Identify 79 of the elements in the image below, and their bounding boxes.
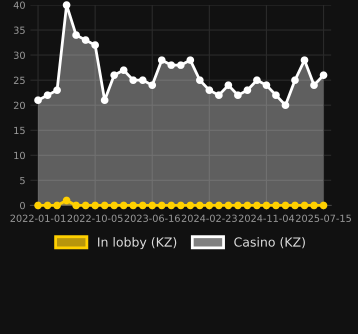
point: [72, 31, 80, 39]
point: [234, 91, 242, 99]
x-tick-label: 2022-01-01: [10, 214, 66, 222]
point: [300, 56, 308, 64]
point: [34, 202, 42, 210]
point: [244, 202, 252, 210]
point: [62, 196, 70, 204]
y-tick-label: 20: [14, 102, 25, 110]
point: [186, 202, 194, 210]
x-tick-label: 2024-02-23: [182, 214, 237, 222]
point: [91, 41, 99, 49]
point: [129, 76, 138, 84]
point: [320, 71, 328, 79]
x-tick-label: 2025-07-15: [296, 214, 351, 222]
point: [62, 1, 70, 9]
y-tick-label: 30: [14, 52, 25, 59]
point: [120, 66, 128, 74]
y-tick-label: 0: [20, 202, 25, 210]
point: [82, 36, 90, 44]
point: [167, 202, 176, 210]
point: [196, 76, 204, 84]
point: [215, 91, 223, 99]
point: [244, 86, 252, 94]
point: [100, 96, 108, 104]
point: [44, 202, 52, 210]
point: [34, 96, 42, 104]
point: [282, 101, 290, 110]
point: [167, 61, 176, 69]
point: [186, 56, 194, 64]
point: [272, 91, 280, 99]
point: [158, 56, 166, 64]
point: [44, 91, 52, 99]
point: [262, 202, 270, 210]
point: [253, 76, 261, 84]
point: [234, 202, 242, 210]
point: [91, 202, 99, 210]
point: [224, 202, 232, 210]
point: [196, 202, 204, 210]
point: [224, 81, 232, 89]
point: [262, 81, 270, 89]
point: [206, 202, 214, 210]
y-tick-label: 25: [14, 76, 25, 84]
y-tick-label: 5: [20, 176, 25, 184]
point: [110, 202, 118, 210]
point: [291, 76, 299, 84]
x-tick-label: 2023-06-16: [124, 214, 180, 222]
point: [82, 202, 90, 210]
point: [176, 202, 185, 210]
point: [138, 76, 147, 84]
point: [148, 81, 156, 89]
legend-label: Casino (KZ): [234, 237, 305, 248]
point: [310, 81, 318, 89]
point: [100, 202, 108, 210]
x-tick-label: 2024-11-04: [238, 214, 294, 222]
point: [158, 202, 166, 210]
y-tick-label: 40: [14, 1, 25, 9]
x-tick-label: 2022-10-05: [68, 214, 123, 222]
y-tick-label: 15: [14, 126, 25, 134]
point: [310, 202, 318, 210]
point: [272, 202, 280, 210]
point: [53, 86, 61, 94]
point: [72, 202, 80, 210]
point: [253, 202, 261, 210]
y-tick-label: 35: [14, 26, 25, 34]
point: [291, 202, 299, 210]
point: [138, 202, 147, 210]
legend-label: In lobby (KZ): [98, 237, 176, 250]
point: [215, 202, 223, 210]
point: [129, 202, 138, 210]
point: [148, 202, 156, 210]
point: [282, 202, 290, 210]
y-tick-label: 10: [14, 152, 25, 160]
point: [206, 86, 214, 94]
point: [320, 202, 328, 210]
point: [120, 202, 128, 210]
point: [176, 61, 185, 69]
point: [53, 202, 61, 210]
point: [110, 71, 118, 79]
point: [300, 202, 308, 210]
